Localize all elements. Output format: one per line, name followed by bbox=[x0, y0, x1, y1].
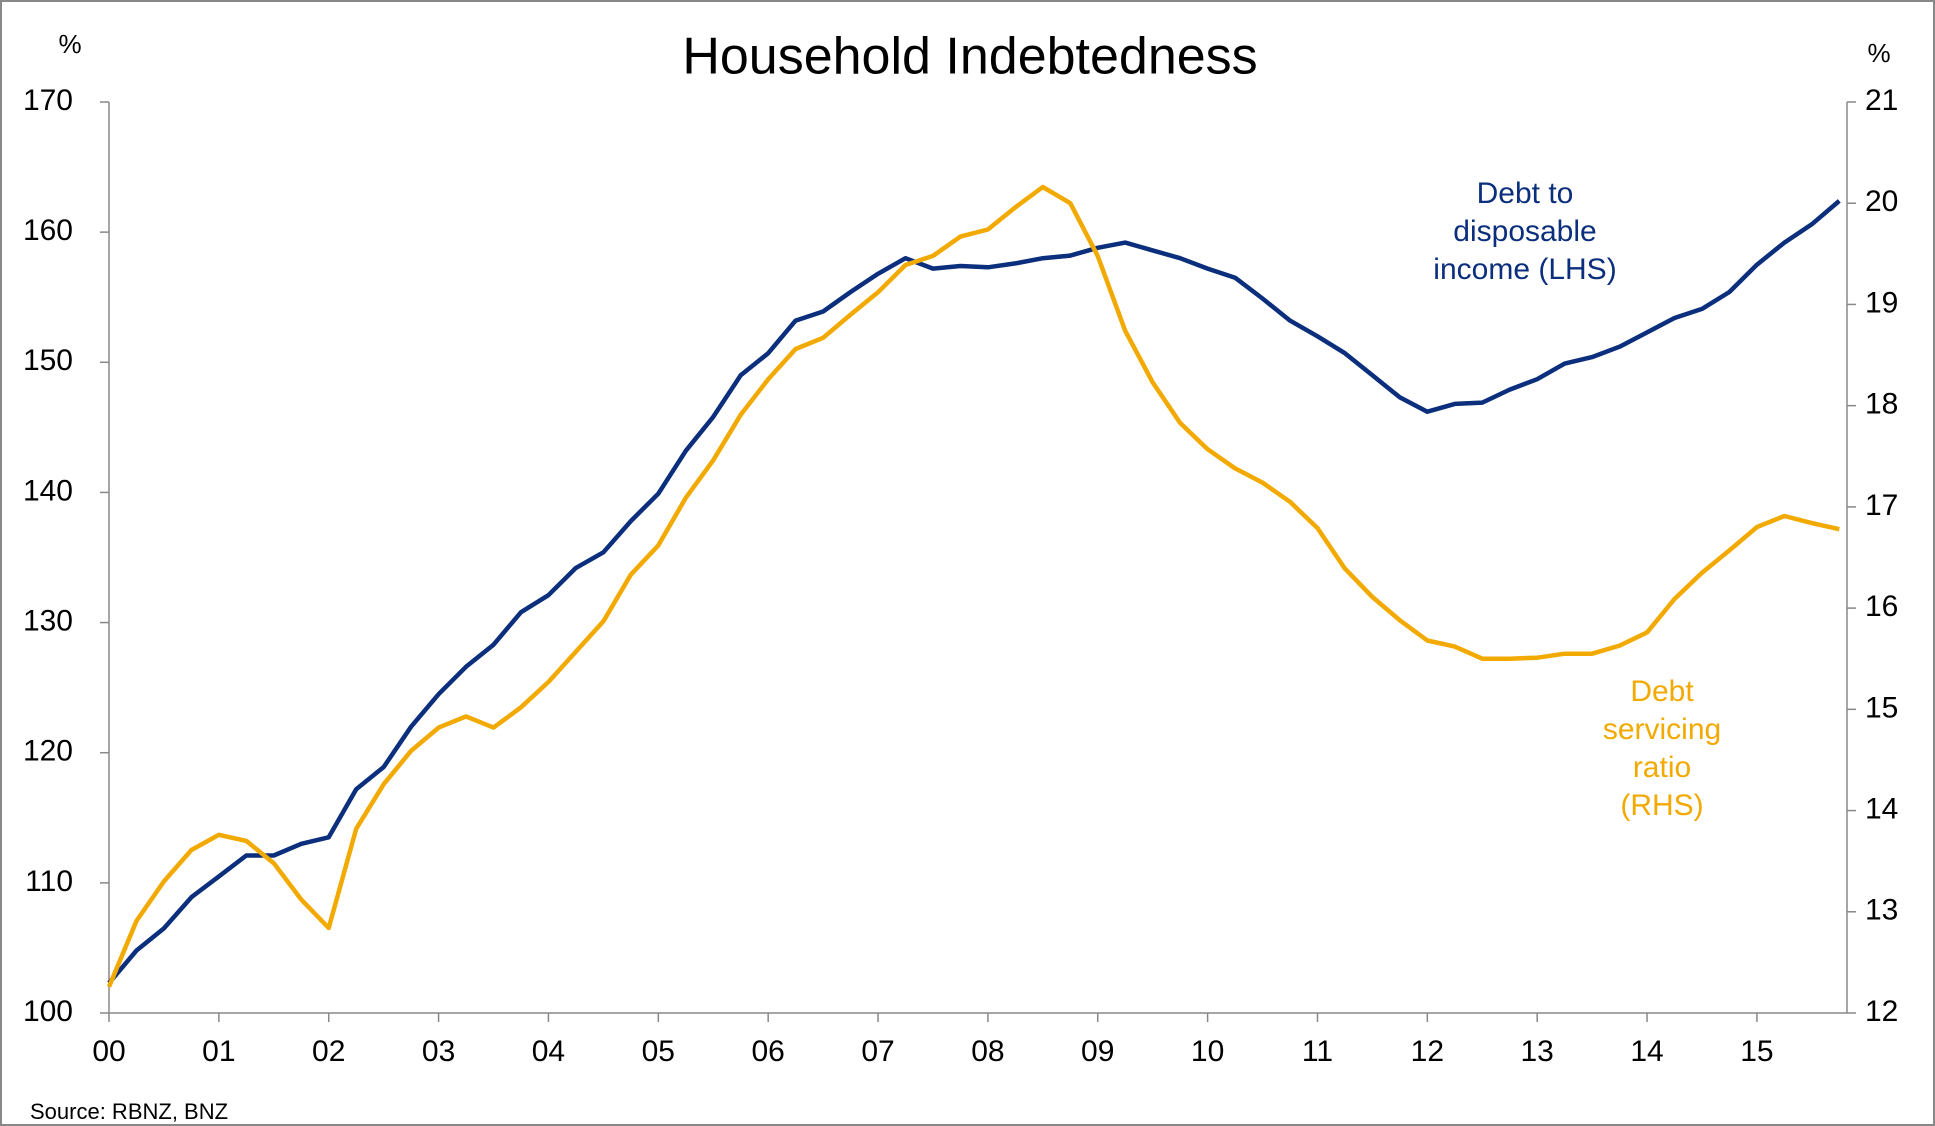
y2-tick-label: 16 bbox=[1865, 590, 1898, 623]
y-tick-label: 160 bbox=[23, 214, 73, 247]
x-tick-label: 01 bbox=[202, 1035, 235, 1068]
x-tick-label: 07 bbox=[861, 1035, 894, 1068]
x-tick-label: 14 bbox=[1630, 1035, 1663, 1068]
y-tick-label: 140 bbox=[23, 474, 73, 507]
x-tick-label: 12 bbox=[1411, 1035, 1444, 1068]
x-tick-label: 04 bbox=[532, 1035, 565, 1068]
annotation: Debt servicing ratio (RHS) bbox=[1603, 675, 1721, 822]
y2-tick-label: 14 bbox=[1865, 792, 1898, 825]
series-line bbox=[106, 184, 1840, 988]
annotation-line: income (LHS) bbox=[1433, 253, 1616, 286]
series-line bbox=[107, 199, 1841, 985]
y2-tick-label: 17 bbox=[1865, 489, 1898, 522]
x-tick-label: 02 bbox=[312, 1035, 345, 1068]
y2-tick-label: 12 bbox=[1865, 995, 1898, 1028]
x-tick-label: 05 bbox=[642, 1035, 675, 1068]
y2-tick-label: 19 bbox=[1865, 286, 1898, 319]
source: Source: RBNZ, BNZ bbox=[30, 1099, 228, 1124]
y2-tick-label: 18 bbox=[1865, 388, 1898, 421]
y-tick-label: 150 bbox=[23, 344, 73, 377]
x-tick-label: 00 bbox=[92, 1035, 125, 1068]
y-tick-label: 110 bbox=[25, 865, 73, 898]
annotation: Debt to disposable income (LHS) bbox=[1433, 177, 1616, 286]
y2-axis-label: % bbox=[1867, 38, 1890, 68]
annotation-line: Debt bbox=[1630, 675, 1694, 708]
x-tick-label: 06 bbox=[751, 1035, 784, 1068]
x-tick-label: 08 bbox=[971, 1035, 1004, 1068]
y2-tick-label: 13 bbox=[1865, 894, 1898, 927]
y-tick-label: 100 bbox=[23, 995, 73, 1028]
annotation-line: servicing bbox=[1603, 713, 1721, 746]
y2-tick-label: 20 bbox=[1865, 185, 1898, 218]
y-axis-label: % bbox=[58, 29, 81, 59]
y2-tick-label: 15 bbox=[1865, 691, 1898, 724]
y-tick-label: 120 bbox=[23, 735, 73, 768]
x-tick-label: 15 bbox=[1740, 1035, 1773, 1068]
x-tick-label: 03 bbox=[422, 1035, 455, 1068]
x-tick-label: 13 bbox=[1521, 1035, 1554, 1068]
y2-tick-label: 21 bbox=[1865, 84, 1898, 117]
annotation-line: (RHS) bbox=[1620, 789, 1703, 822]
annotation-line: Debt to bbox=[1477, 177, 1574, 210]
y-tick-label: 130 bbox=[23, 604, 73, 637]
y-tick-label: 170 bbox=[23, 84, 73, 117]
chart-title: Household Indebtedness bbox=[682, 28, 1257, 86]
annotation-line: disposable bbox=[1453, 215, 1596, 248]
x-tick-label: 10 bbox=[1191, 1035, 1224, 1068]
x-tick-label: 11 bbox=[1302, 1035, 1333, 1068]
x-tick-label: 09 bbox=[1081, 1035, 1114, 1068]
annotation-line: ratio bbox=[1633, 751, 1691, 784]
